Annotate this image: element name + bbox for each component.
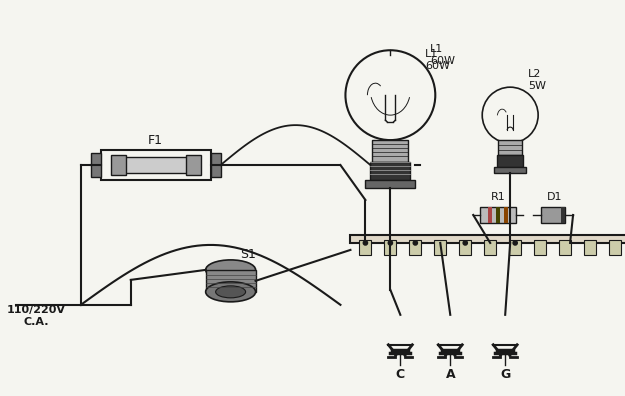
Bar — [484, 240, 496, 255]
Bar — [372, 140, 408, 162]
Bar — [186, 155, 201, 175]
Circle shape — [463, 241, 468, 245]
Bar — [559, 240, 571, 255]
Text: L2
5W: L2 5W — [528, 69, 546, 91]
Text: G: G — [500, 368, 511, 381]
Ellipse shape — [206, 282, 256, 302]
Text: C: C — [396, 368, 405, 381]
Bar — [488, 207, 492, 223]
Text: D1: D1 — [548, 192, 563, 202]
Text: A: A — [446, 368, 455, 381]
Circle shape — [413, 241, 418, 245]
Circle shape — [388, 241, 392, 245]
Bar — [211, 153, 221, 177]
Bar — [534, 240, 546, 255]
Bar — [111, 155, 126, 175]
Bar — [409, 240, 421, 255]
Bar — [541, 207, 565, 223]
Bar — [498, 140, 522, 155]
Bar — [359, 240, 371, 255]
Ellipse shape — [216, 286, 246, 298]
Bar — [480, 207, 516, 223]
Bar — [609, 240, 621, 255]
Bar — [121, 157, 191, 173]
Bar — [504, 207, 508, 223]
Bar — [509, 240, 521, 255]
Text: 110/220V: 110/220V — [6, 305, 66, 315]
Bar — [498, 155, 523, 167]
Bar — [434, 240, 446, 255]
Bar — [91, 153, 101, 177]
Bar — [371, 162, 411, 180]
Bar — [206, 270, 256, 292]
Bar — [384, 240, 396, 255]
Bar — [494, 167, 526, 173]
Bar — [584, 240, 596, 255]
Circle shape — [363, 241, 368, 245]
Text: L1
60W: L1 60W — [430, 44, 455, 66]
Text: F1: F1 — [148, 133, 163, 147]
Bar — [101, 150, 211, 180]
Bar — [496, 207, 500, 223]
Bar — [351, 235, 625, 243]
Bar — [459, 240, 471, 255]
Text: R1: R1 — [491, 192, 506, 202]
Text: C.A.: C.A. — [23, 317, 49, 327]
Bar — [561, 207, 565, 223]
Ellipse shape — [206, 260, 256, 280]
Text: L1
60W: L1 60W — [426, 50, 451, 71]
Text: S1: S1 — [241, 248, 256, 261]
Bar — [366, 180, 416, 188]
Circle shape — [513, 241, 517, 245]
